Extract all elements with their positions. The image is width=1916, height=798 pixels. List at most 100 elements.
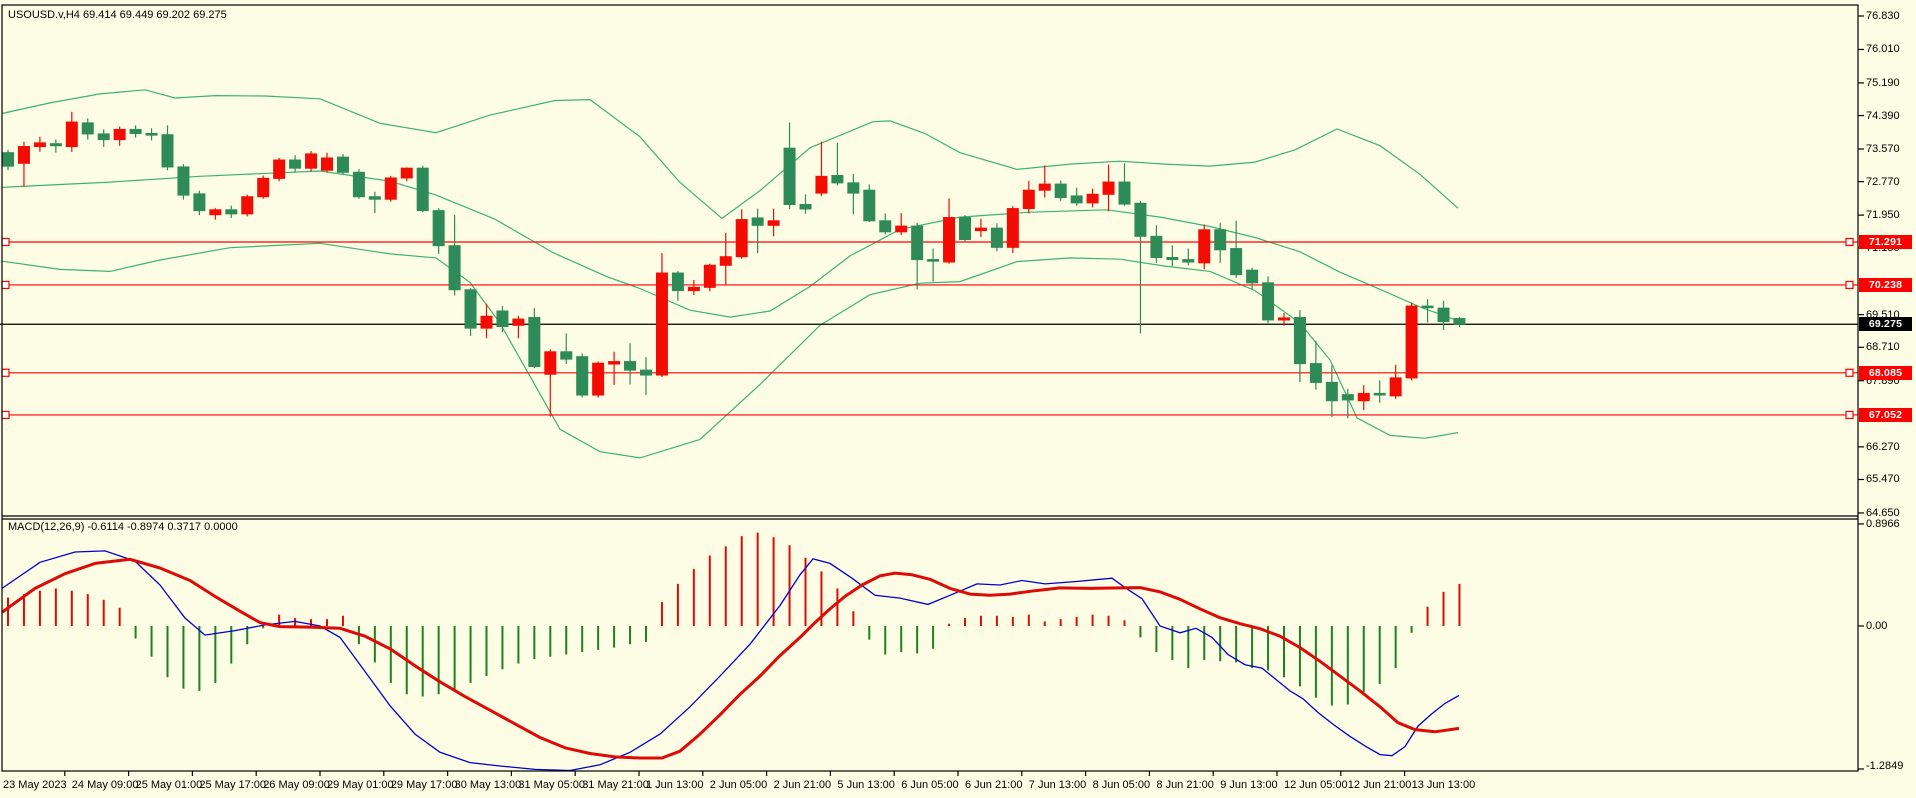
bull-candle[interactable] [17, 146, 30, 164]
bull-candle[interactable] [321, 157, 333, 171]
time-axis-label[interactable]: 29 May 17:00 [390, 779, 458, 791]
bear-candle[interactable] [1437, 307, 1450, 323]
bear-candle[interactable] [1150, 235, 1163, 259]
bear-candle[interactable] [831, 175, 844, 184]
bear-candle[interactable] [448, 245, 461, 291]
bear-candle[interactable] [416, 167, 429, 212]
time-axis-label[interactable]: 9 Jun 13:00 [1220, 779, 1278, 791]
bear-candle[interactable] [432, 210, 445, 247]
time-axis-label[interactable]: 6 Jun 05:00 [901, 779, 959, 791]
bull-candle[interactable] [687, 286, 700, 292]
time-axis-label[interactable]: 8 Jun 05:00 [1092, 779, 1151, 791]
bear-candle[interactable] [81, 122, 94, 135]
time-axis-label[interactable]: 29 May 01:00 [327, 779, 394, 791]
bull-candle[interactable] [480, 315, 493, 329]
bear-candle[interactable] [990, 227, 1003, 248]
bull-candle[interactable] [241, 196, 254, 215]
bull-candle[interactable] [735, 219, 748, 258]
bear-candle[interactable] [289, 159, 302, 169]
bear-candle[interactable] [368, 196, 381, 200]
bull-candle[interactable] [1357, 392, 1370, 402]
level-price-tag[interactable]: 67.052 [1859, 407, 1912, 422]
time-axis-label[interactable]: 12 Jun 05:00 [1284, 779, 1348, 791]
bear-candle[interactable] [576, 356, 589, 396]
bear-candle[interactable] [1246, 269, 1259, 284]
bear-candle[interactable] [1325, 381, 1338, 402]
bull-candle[interactable] [65, 121, 78, 148]
level-line-handle[interactable] [1845, 368, 1854, 377]
bear-candle[interactable] [97, 133, 110, 141]
bull-candle[interactable] [1198, 229, 1211, 264]
time-axis-label[interactable]: 2 Jun 05:00 [709, 779, 768, 791]
bear-candle[interactable] [1134, 202, 1147, 237]
bear-candle[interactable] [1182, 259, 1195, 263]
bull-candle[interactable] [974, 227, 987, 232]
bear-candle[interactable] [336, 156, 349, 173]
bear-candle[interactable] [129, 128, 142, 135]
bear-candle[interactable] [528, 317, 541, 367]
bull-candle[interactable] [1405, 305, 1418, 379]
bull-candle[interactable] [895, 225, 908, 233]
bull-candle[interactable] [209, 209, 222, 216]
time-axis-label[interactable]: 31 May 21:00 [582, 779, 649, 791]
bear-candle[interactable] [879, 220, 892, 233]
bear-candle[interactable] [177, 166, 190, 196]
bull-candle[interactable] [655, 272, 668, 376]
time-axis-label[interactable]: 24 May 09:00 [71, 779, 139, 791]
bear-candle[interactable] [496, 310, 509, 327]
bull-candle[interactable] [592, 362, 605, 396]
level-line-handle[interactable] [1, 368, 10, 377]
bull-candle[interactable] [703, 264, 716, 288]
bear-candle[interactable] [1070, 195, 1083, 204]
time-axis-label[interactable]: 7 Jun 13:00 [1028, 779, 1087, 791]
time-axis-label[interactable]: 8 Jun 21:00 [1156, 779, 1214, 791]
bull-candle[interactable] [273, 159, 286, 179]
bull-candle[interactable] [33, 142, 46, 148]
bull-candle[interactable] [113, 128, 126, 141]
bear-candle[interactable] [783, 147, 796, 205]
bear-candle[interactable] [464, 289, 477, 329]
bear-candle[interactable] [225, 209, 238, 215]
bear-candle[interactable] [927, 259, 940, 262]
bull-candle[interactable] [1086, 193, 1099, 204]
bull-candle[interactable] [1278, 317, 1290, 321]
bear-candle[interactable] [640, 369, 652, 376]
bear-candle[interactable] [193, 193, 206, 212]
bear-candle[interactable] [1230, 248, 1243, 276]
bear-candle[interactable] [161, 134, 174, 168]
bear-candle[interactable] [49, 143, 62, 147]
level-line-handle[interactable] [1845, 237, 1854, 247]
level-line-handle[interactable] [1, 237, 10, 247]
level-line-handle[interactable] [1845, 410, 1854, 420]
time-axis-label[interactable]: 1 Jun 13:00 [646, 779, 704, 791]
bear-candle[interactable] [560, 351, 573, 360]
bull-candle[interactable] [943, 217, 956, 263]
level-price-tag[interactable]: 68.085 [1859, 365, 1912, 380]
bull-candle[interactable] [544, 351, 557, 375]
time-axis-label[interactable]: 6 Jun 21:00 [965, 779, 1023, 791]
time-axis-label[interactable]: 12 Jun 21:00 [1347, 779, 1412, 791]
bear-candle[interactable] [1166, 257, 1179, 261]
bear-candle[interactable] [1293, 317, 1306, 365]
current-price-tag[interactable]: 69.275 [1859, 317, 1912, 332]
bull-candle[interactable] [1038, 183, 1051, 191]
bear-candle[interactable] [1309, 363, 1322, 383]
bear-candle[interactable] [911, 225, 924, 261]
time-axis-label[interactable]: 25 May 01:00 [135, 779, 203, 791]
time-axis-label[interactable]: 26 May 09:00 [263, 779, 330, 791]
bear-candle[interactable] [1118, 181, 1131, 205]
bull-candle[interactable] [305, 153, 318, 169]
bull-candle[interactable] [384, 177, 397, 200]
time-axis-label[interactable]: 2 Jun 21:00 [773, 779, 832, 791]
time-axis-label[interactable]: 31 May 05:00 [518, 779, 586, 791]
bear-candle[interactable] [1421, 305, 1434, 309]
bull-candle[interactable] [400, 167, 413, 179]
level-price-tag[interactable]: 71.291 [1859, 234, 1912, 249]
bear-candle[interactable] [1341, 394, 1354, 401]
bear-candle[interactable] [1373, 392, 1386, 396]
bull-candle[interactable] [1389, 377, 1402, 397]
bear-candle[interactable] [2, 152, 14, 167]
bear-candle[interactable] [1453, 318, 1466, 325]
bear-candle[interactable] [1054, 183, 1067, 199]
